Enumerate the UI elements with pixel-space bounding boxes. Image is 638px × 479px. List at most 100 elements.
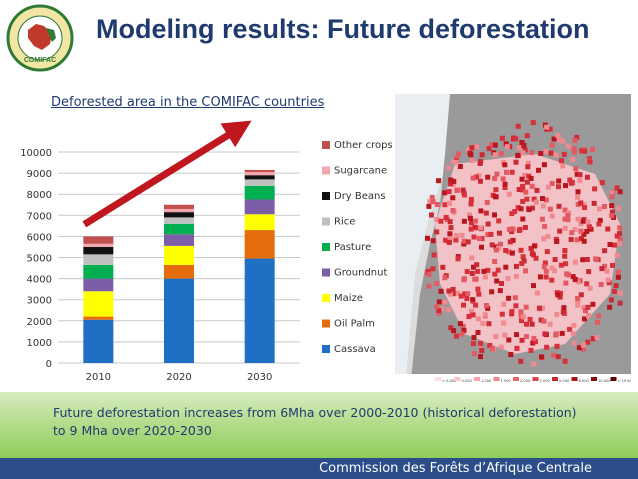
deforestation-cell bbox=[547, 321, 553, 327]
deforestation-cell bbox=[572, 226, 578, 232]
deforestation-cell bbox=[479, 236, 485, 242]
deforestation-cell bbox=[498, 241, 503, 247]
deforestation-cell bbox=[512, 209, 518, 214]
deforestation-cell bbox=[450, 208, 456, 213]
deforestation-cell bbox=[453, 237, 459, 243]
deforestation-cell bbox=[570, 274, 576, 280]
y-tick-label: 7000 bbox=[27, 211, 52, 222]
deforestation-cell bbox=[549, 265, 555, 271]
deforestation-cell bbox=[524, 334, 529, 340]
deforestation-cell bbox=[547, 126, 553, 132]
deforestation-cell bbox=[506, 191, 512, 197]
deforestation-cell bbox=[590, 301, 596, 307]
deforestation-cell bbox=[513, 303, 519, 309]
deforestation-cell bbox=[575, 201, 581, 207]
deforestation-cell bbox=[506, 249, 512, 255]
deforestation-cell bbox=[518, 309, 524, 315]
deforestation-cell bbox=[528, 246, 534, 251]
deforestation-cell bbox=[611, 289, 617, 294]
deforestation-cell bbox=[470, 312, 476, 318]
deforestation-cell bbox=[454, 155, 459, 161]
bar-segment bbox=[83, 246, 114, 255]
legend-label: Rice bbox=[334, 217, 355, 228]
deforestation-cell bbox=[574, 171, 580, 177]
bar-segment bbox=[164, 245, 194, 265]
deforestation-cell bbox=[533, 255, 539, 261]
deforestation-cell bbox=[493, 187, 499, 193]
deforestation-cell bbox=[447, 219, 453, 225]
deforestation-cell bbox=[528, 176, 534, 181]
deforestation-cell bbox=[614, 233, 620, 239]
deforestation-cell bbox=[515, 205, 521, 211]
deforestation-cell bbox=[538, 317, 544, 323]
deforestation-cell bbox=[478, 208, 484, 214]
deforestation-cell bbox=[587, 159, 593, 165]
deforestation-cell bbox=[594, 335, 600, 340]
deforestation-cell bbox=[520, 254, 526, 260]
deforestation-cell bbox=[469, 271, 475, 276]
bar-segment bbox=[164, 223, 194, 235]
deforestation-cell bbox=[455, 256, 461, 262]
deforestation-cell bbox=[515, 152, 521, 158]
deforestation-cell bbox=[540, 203, 546, 209]
bar-segment bbox=[164, 217, 194, 224]
deforestation-cell bbox=[524, 321, 530, 327]
deforestation-cell bbox=[542, 260, 548, 266]
deforestation-cell bbox=[514, 332, 519, 338]
deforestation-cell bbox=[461, 327, 467, 333]
deforestation-cell bbox=[476, 235, 482, 241]
deforestation-cell bbox=[509, 169, 515, 175]
deforestation-cell bbox=[502, 185, 508, 190]
deforestation-cell bbox=[557, 290, 563, 296]
deforestation-cell bbox=[580, 342, 586, 348]
deforestation-cell bbox=[519, 337, 525, 343]
deforestation-cell bbox=[527, 316, 533, 322]
deforestation-cell bbox=[496, 218, 502, 224]
deforestation-cell bbox=[581, 202, 587, 208]
deforestation-cell bbox=[476, 173, 482, 179]
deforestation-cell bbox=[595, 319, 601, 325]
deforestation-cell bbox=[497, 288, 503, 294]
bar-segment bbox=[244, 172, 275, 176]
deforestation-cell bbox=[518, 206, 524, 212]
deforestation-cell bbox=[572, 138, 578, 143]
deforestation-cell bbox=[555, 133, 561, 138]
deforestation-cell bbox=[520, 183, 526, 189]
ocean-area bbox=[395, 94, 455, 388]
deforestation-cell bbox=[425, 235, 430, 241]
deforestation-cell bbox=[474, 144, 480, 150]
bar-segment bbox=[244, 258, 275, 363]
deforestation-cell bbox=[470, 297, 476, 303]
deforestation-cell bbox=[469, 255, 475, 261]
deforestation-cell bbox=[434, 229, 440, 235]
deforestation-cell bbox=[610, 262, 615, 268]
deforestation-cell bbox=[429, 212, 434, 218]
deforestation-cell bbox=[559, 330, 565, 336]
deforestation-cell bbox=[520, 199, 526, 204]
deforestation-cell bbox=[442, 299, 448, 305]
deforestation-cell bbox=[519, 318, 524, 324]
deforestation-cell bbox=[545, 184, 551, 190]
deforestation-cell bbox=[443, 237, 449, 243]
deforestation-cell bbox=[524, 133, 530, 139]
deforestation-cell bbox=[520, 187, 526, 193]
deforestation-cell bbox=[556, 203, 562, 209]
deforestation-cell bbox=[571, 146, 577, 152]
deforestation-cell bbox=[604, 268, 610, 274]
deforestation-cell bbox=[579, 236, 584, 241]
deforestation-cell bbox=[557, 137, 562, 143]
bar-segment bbox=[164, 264, 194, 279]
deforestation-cell bbox=[588, 226, 594, 232]
deforestation-cell bbox=[560, 309, 566, 315]
deforestation-cell bbox=[609, 203, 615, 209]
deforestation-cell bbox=[461, 302, 466, 308]
y-tick-label: 5000 bbox=[27, 254, 52, 265]
deforestation-cell bbox=[472, 276, 478, 282]
deforestation-cell bbox=[502, 181, 508, 187]
legend-label: Pasture bbox=[334, 242, 371, 253]
footer-text: Commission des Forêts d’Afrique Centrale bbox=[319, 461, 592, 476]
deforestation-cell bbox=[477, 178, 483, 184]
deforestation-cell bbox=[485, 267, 491, 273]
deforestation-cell bbox=[471, 234, 477, 240]
map-legend-swatch bbox=[610, 377, 617, 381]
